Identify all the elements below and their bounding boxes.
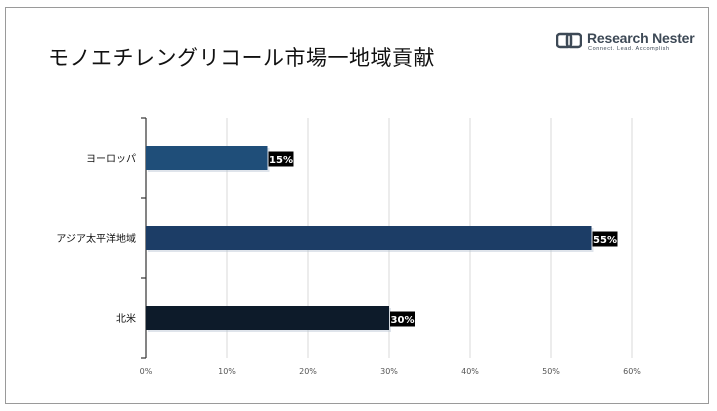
bar [146,226,592,250]
bar [146,306,389,330]
x-tick-label: 50% [542,367,560,376]
bar [146,146,268,170]
data-label-box [390,311,415,327]
data-label: 30% [391,315,415,326]
chart-title: モノエチレングリコール市場一地域貢献 [48,46,435,70]
x-tick-label: 0% [140,367,153,376]
x-tick-label: 10% [218,367,236,376]
data-label-box [268,151,294,167]
logo-name: Research Nester [587,30,695,46]
category-label: アジア太平洋地域 [56,232,136,245]
logo-tagline: Connect. Lead. Accomplish [588,46,670,52]
data-label: 15% [269,155,293,166]
data-label: 55% [593,235,617,246]
x-tick-label: 30% [380,367,398,376]
logo-mark-icon [556,32,582,49]
research-nester-logo: Research Nester Connect. Lead. Accomplis… [556,30,695,56]
x-tick-label: 60% [623,367,641,376]
chart-frame [5,7,709,404]
x-tick-label: 20% [299,367,317,376]
category-label: 北米 [116,312,136,325]
x-tick-label: 40% [461,367,479,376]
category-label: ヨーロッパ [86,153,136,165]
data-label-box [592,231,618,247]
